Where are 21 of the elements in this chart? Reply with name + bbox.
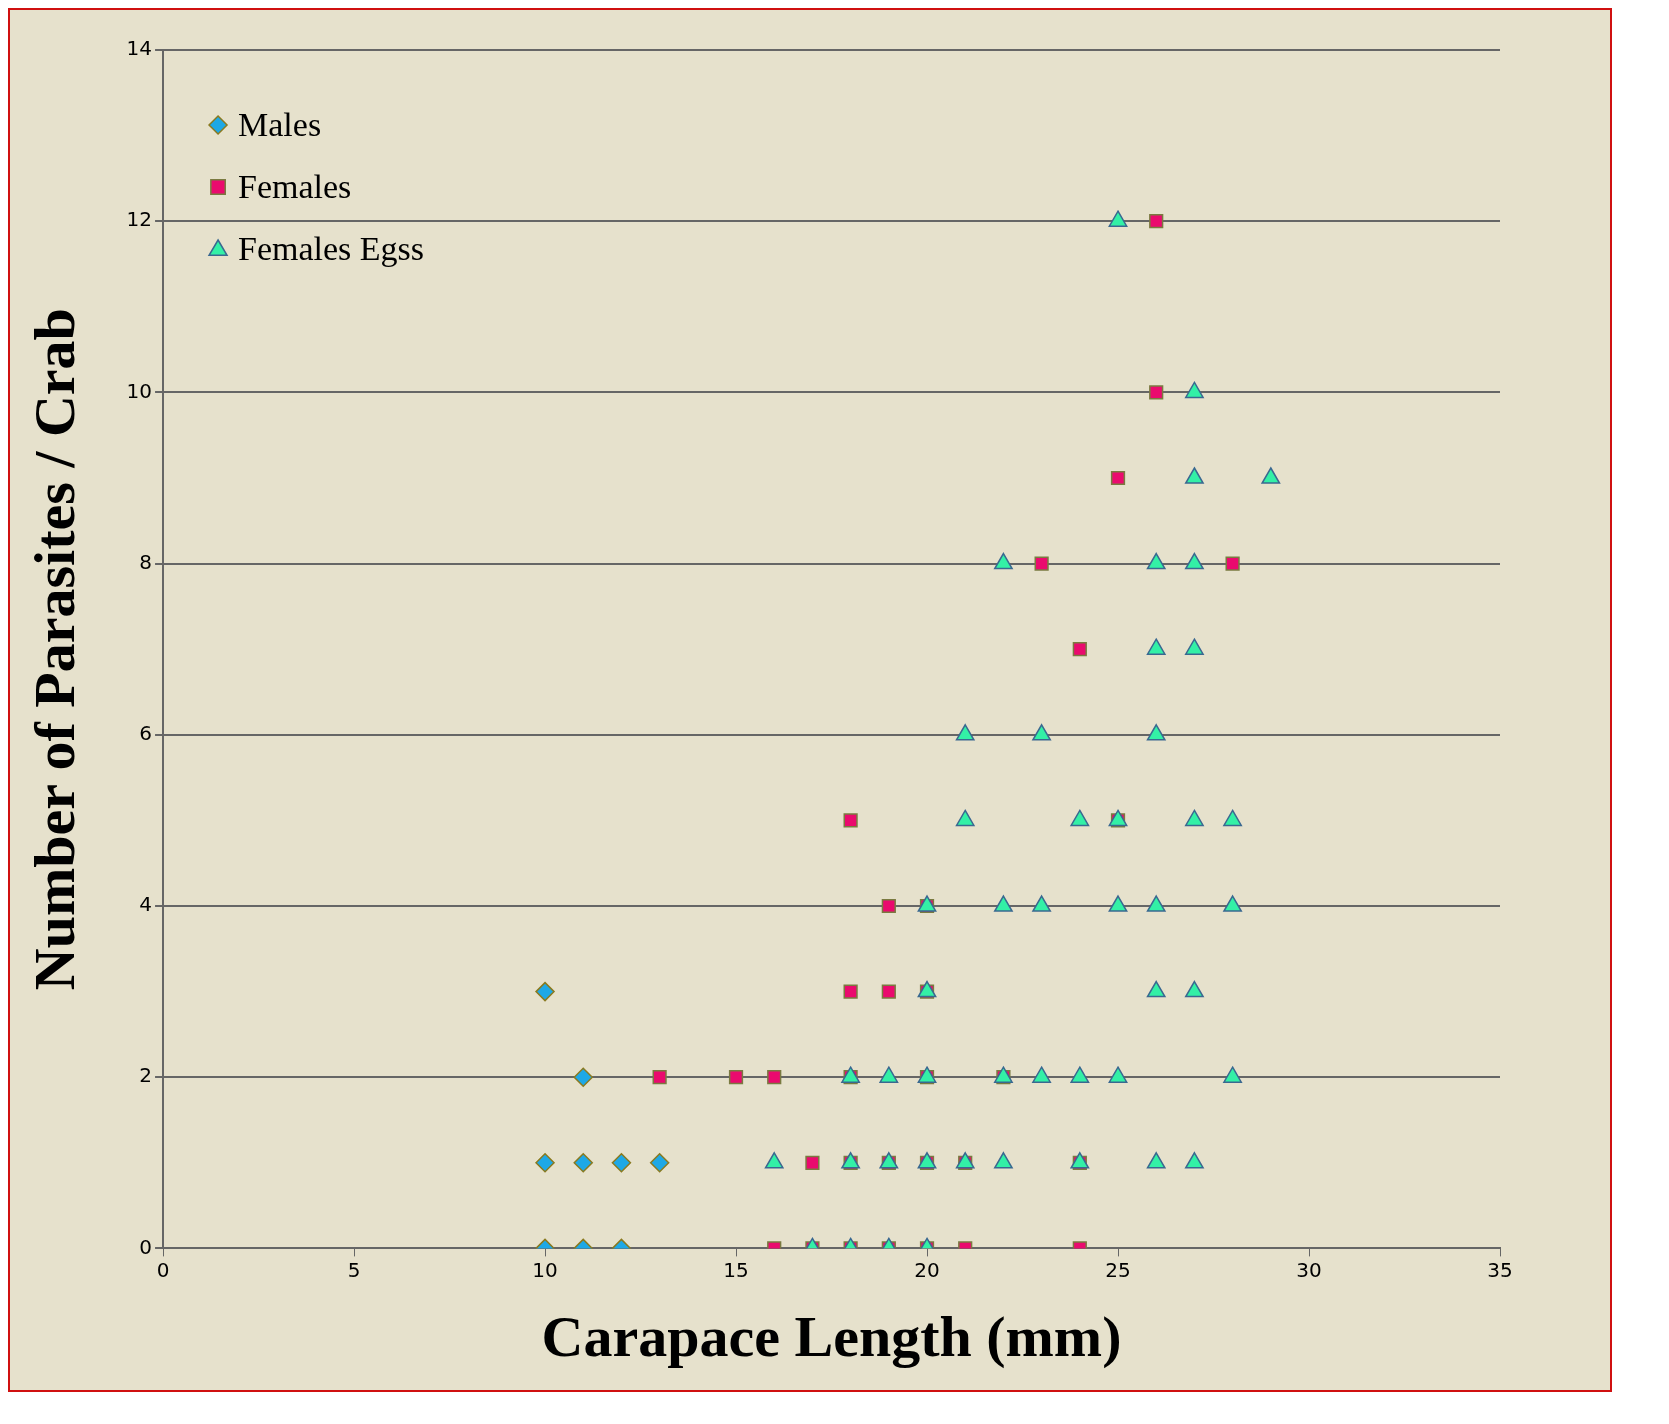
legend-label: Males xyxy=(238,105,322,143)
legend-label: Females xyxy=(238,167,352,205)
y-axis-title: Number of Parasites / Crab xyxy=(21,308,87,991)
x-tick-label: 35 xyxy=(1487,1257,1513,1282)
x-tick-label: 20 xyxy=(914,1257,940,1282)
y-tick-label: 0 xyxy=(139,1234,153,1259)
y-tick-label: 2 xyxy=(139,1063,153,1088)
y-tick-label: 6 xyxy=(139,721,153,745)
x-tick-label: 30 xyxy=(1296,1257,1322,1282)
x-tick-label: 15 xyxy=(723,1257,749,1282)
y-tick-label: 14 xyxy=(126,36,153,61)
y-tick-label: 12 xyxy=(126,207,153,232)
x-tick-label: 0 xyxy=(156,1257,170,1282)
x-axis-title: Carapace Length (mm) xyxy=(541,1304,1122,1370)
y-tick-label: 4 xyxy=(139,892,153,917)
x-tick-label: 5 xyxy=(347,1257,361,1282)
x-tick-label: 25 xyxy=(1105,1257,1131,1282)
legend-label: Females Egss xyxy=(238,229,425,267)
y-tick-label: 10 xyxy=(126,378,153,403)
x-tick-label: 10 xyxy=(532,1257,558,1282)
y-tick-label: 8 xyxy=(139,549,153,574)
